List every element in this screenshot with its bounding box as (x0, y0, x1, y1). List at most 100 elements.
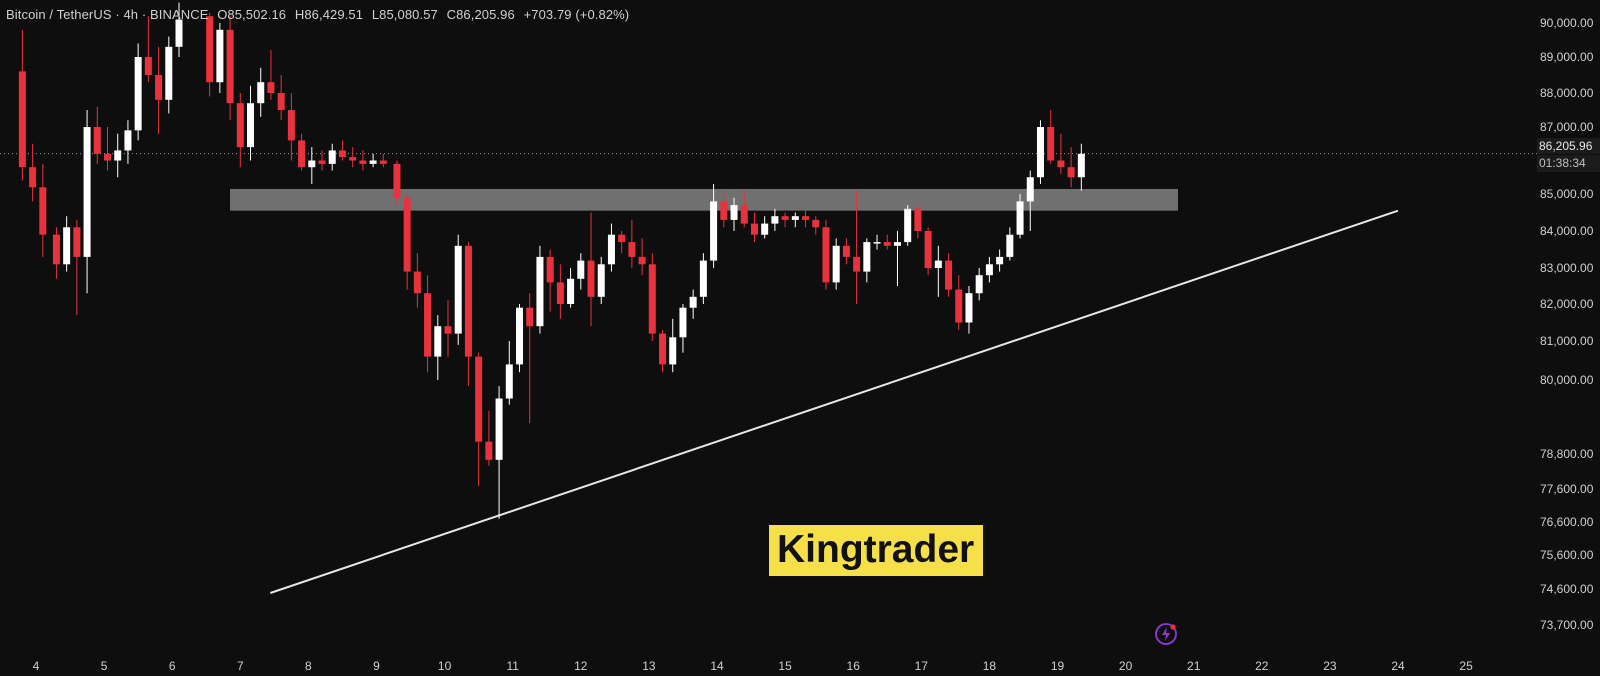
candle-body-83 (893, 242, 901, 246)
legend-close: C86,205.96 (446, 7, 515, 22)
support-trendline (270, 209, 1399, 594)
candle-body-93 (996, 256, 1004, 265)
y-tick-13: 75,600.00 (1540, 548, 1594, 562)
candle-body-73 (791, 216, 799, 220)
candle-body-15 (175, 19, 183, 47)
y-tick-2: 88,000.00 (1540, 86, 1594, 100)
x-tick-8: 8 (305, 659, 312, 673)
candle-body-53 (587, 260, 595, 297)
candle-body-61 (669, 337, 677, 365)
candle-body-88 (945, 260, 953, 290)
candle-body-38 (434, 326, 442, 357)
candle-body-47 (526, 307, 534, 327)
candle-body-91 (975, 275, 983, 294)
candle-body-86 (924, 231, 932, 268)
candle-body-37 (424, 293, 432, 357)
legend-open: O85,502.16 (217, 7, 287, 22)
candle-body-50 (556, 282, 564, 304)
x-tick-7: 7 (237, 659, 244, 673)
candle-body-32 (369, 160, 377, 164)
candle-body-3 (52, 234, 60, 265)
candle-body-41 (464, 245, 472, 357)
candle-body-24 (287, 110, 295, 141)
candle-body-59 (648, 264, 656, 334)
candle-body-95 (1016, 201, 1024, 235)
bar-countdown-label: 01:38:34 (1539, 156, 1586, 170)
candle-body-30 (349, 157, 357, 161)
candle-body-14 (165, 46, 173, 100)
candle-body-34 (393, 163, 401, 198)
candle-body-8 (104, 153, 112, 161)
candle-body-70 (761, 223, 769, 235)
candle-body-58 (638, 256, 646, 265)
candle-body-22 (267, 82, 275, 93)
candle-body-28 (328, 150, 336, 164)
candle-body-89 (955, 289, 963, 323)
symbol-legend: Bitcoin / TetherUS · 4h · BINANCE O85,50… (6, 7, 634, 22)
candle-body-54 (597, 264, 605, 297)
candle-body-9 (114, 150, 122, 161)
candle-body-4 (63, 227, 71, 265)
y-tick-14: 74,600.00 (1540, 582, 1594, 596)
candle-body-80 (863, 242, 871, 272)
candle-body-79 (853, 256, 861, 272)
x-tick-17: 17 (915, 659, 929, 673)
y-tick-5: 84,000.00 (1540, 224, 1594, 238)
candle-body-33 (379, 160, 387, 164)
y-tick-3: 87,000.00 (1540, 120, 1594, 134)
candle-body-97 (1036, 127, 1044, 178)
y-tick-9: 80,000.00 (1540, 373, 1594, 387)
candle-body-74 (802, 216, 810, 220)
candle-body-57 (628, 242, 636, 257)
x-tick-16: 16 (847, 659, 861, 673)
legend-change: +703.79 (+0.82%) (523, 7, 630, 22)
candle-body-81 (873, 242, 881, 244)
candle-body-96 (1026, 177, 1034, 202)
candle-body-100 (1067, 167, 1075, 178)
candle-body-5 (73, 227, 81, 257)
candle-body-60 (659, 333, 667, 365)
candle-body-21 (257, 82, 265, 104)
candle-body-87 (934, 260, 942, 268)
candle-body-75 (812, 219, 820, 228)
x-tick-6: 6 (169, 659, 176, 673)
candle-body-67 (730, 205, 738, 220)
candle-body-72 (781, 216, 789, 220)
candle-body-26 (308, 160, 316, 168)
x-tick-10: 10 (438, 659, 452, 673)
candle-body-12 (144, 57, 152, 75)
candle-body-71 (771, 216, 779, 224)
x-tick-18: 18 (983, 659, 997, 673)
x-tick-12: 12 (574, 659, 588, 673)
candle-body-76 (822, 227, 830, 283)
candle-body-101 (1077, 153, 1085, 178)
candle-body-11 (134, 57, 142, 131)
lightning-bolt-icon[interactable] (1154, 622, 1178, 646)
candle-body-6 (83, 127, 91, 257)
candle-body-0 (18, 71, 26, 168)
candle-body-78 (842, 245, 850, 257)
candle-body-7 (93, 127, 101, 154)
candle-body-49 (546, 256, 554, 283)
candle-body-36 (413, 271, 421, 294)
candle-body-43 (485, 441, 493, 460)
candle-body-94 (1006, 234, 1014, 257)
candle-body-45 (505, 364, 513, 399)
candle-body-29 (338, 150, 346, 158)
x-tick-14: 14 (710, 659, 724, 673)
x-tick-23: 23 (1323, 659, 1337, 673)
y-tick-15: 73,700.00 (1540, 618, 1594, 632)
x-tick-21: 21 (1187, 659, 1201, 673)
resistance-zone (230, 188, 1178, 211)
candle-body-44 (495, 398, 503, 460)
candle-body-82 (883, 242, 891, 246)
candle-body-85 (914, 208, 922, 231)
candle-body-42 (475, 356, 483, 442)
y-tick-6: 83,000.00 (1540, 261, 1594, 275)
candle-body-51 (567, 278, 575, 304)
candle-body-1 (29, 167, 37, 188)
x-tick-5: 5 (101, 659, 108, 673)
candle-body-48 (536, 256, 544, 327)
candle-body-68 (740, 205, 748, 224)
